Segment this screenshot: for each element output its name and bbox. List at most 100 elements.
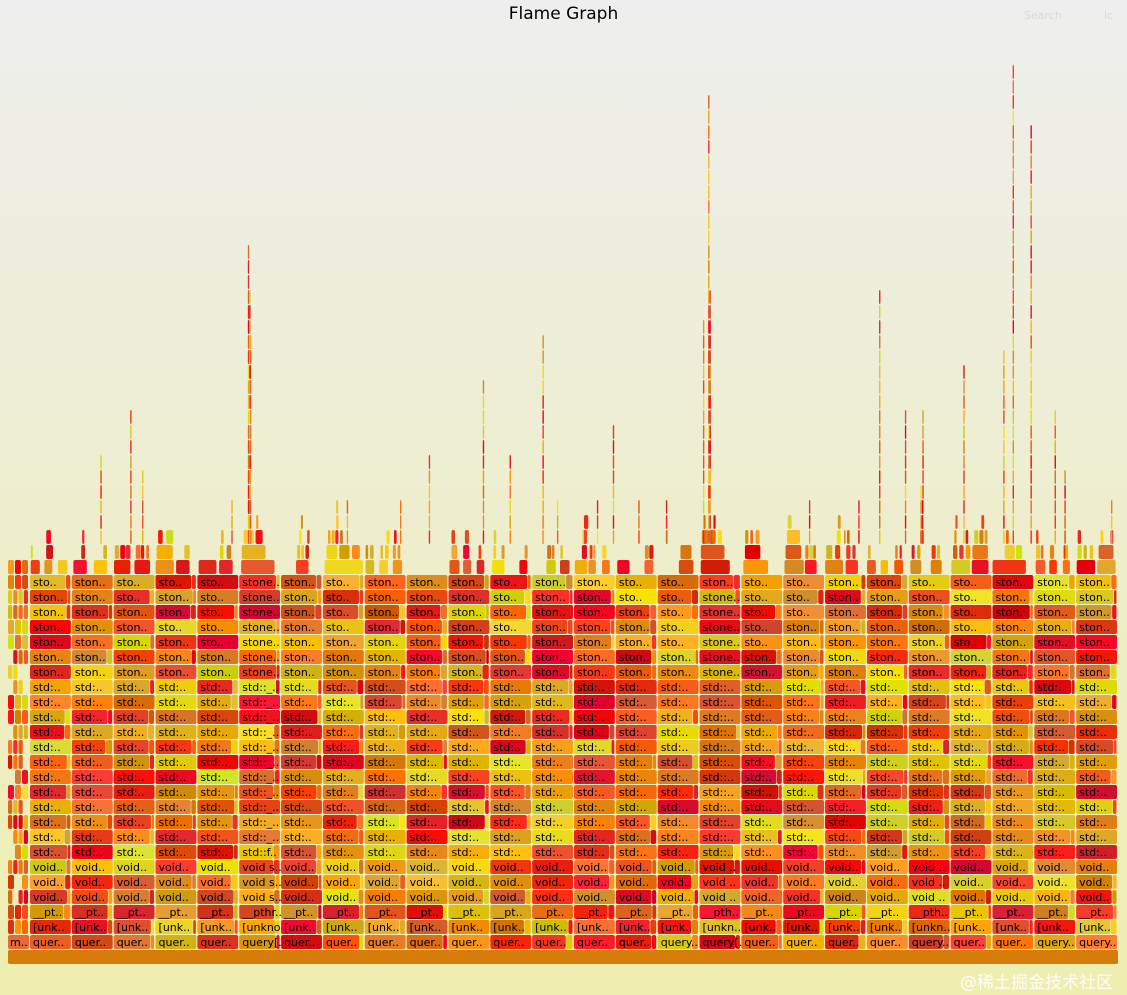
frame-rect[interactable]: [197, 605, 235, 619]
frame-rect[interactable]: [866, 650, 908, 664]
frame-left-sub[interactable]: [13, 665, 18, 679]
frame-rect[interactable]: [239, 740, 274, 754]
frame-rect[interactable]: [950, 740, 988, 754]
frame-spike[interactable]: [665, 515, 668, 529]
frame-rect[interactable]: [406, 875, 448, 889]
frame-rect[interactable]: [103, 545, 108, 559]
frame-spike[interactable]: [702, 425, 705, 439]
frame-rect[interactable]: [783, 695, 820, 709]
frame-rect[interactable]: [617, 560, 630, 574]
frame-spike[interactable]: [708, 95, 710, 109]
frame-rect[interactable]: [984, 530, 988, 544]
frame-left-sub[interactable]: [23, 590, 28, 604]
frame-rect[interactable]: [239, 635, 281, 649]
frame-sliver[interactable]: [943, 605, 950, 619]
frame-sliver[interactable]: [943, 800, 950, 814]
frame-rect[interactable]: [532, 845, 573, 859]
frame-rect[interactable]: [846, 545, 851, 559]
frame-spike[interactable]: [879, 290, 881, 304]
frame-rect[interactable]: [992, 635, 1034, 649]
frame-spike[interactable]: [1054, 455, 1056, 469]
frame-rect[interactable]: [783, 770, 825, 784]
frame-rect[interactable]: [239, 890, 274, 904]
frame-rect[interactable]: [239, 755, 274, 769]
frame-rect[interactable]: [197, 635, 239, 649]
frame-sliver[interactable]: [1027, 770, 1033, 784]
frame-rect[interactable]: [166, 530, 174, 544]
frame-left-sub[interactable]: [22, 875, 28, 889]
frame-rect[interactable]: [852, 545, 856, 559]
frame-spike[interactable]: [1030, 365, 1032, 379]
frame-spike[interactable]: [1030, 170, 1032, 184]
frame-rect[interactable]: [30, 815, 67, 829]
frame-sliver[interactable]: [609, 845, 615, 859]
frame-rect[interactable]: [532, 635, 573, 649]
frame-rect[interactable]: [448, 920, 490, 934]
frame-rect[interactable]: [783, 875, 825, 889]
frame-rect[interactable]: [239, 815, 281, 829]
frame-rect[interactable]: [324, 560, 363, 574]
frame-left-sub[interactable]: [8, 800, 13, 814]
frame-sliver[interactable]: [273, 785, 280, 799]
frame-rect[interactable]: [406, 905, 443, 919]
frame-spike[interactable]: [638, 515, 640, 529]
frame-rect[interactable]: [908, 665, 950, 679]
frame-spike[interactable]: [709, 425, 711, 439]
frame-rect[interactable]: [825, 800, 866, 814]
frame-rect[interactable]: [699, 605, 741, 619]
frame-rect[interactable]: [908, 650, 950, 664]
frame-rect[interactable]: [950, 815, 985, 829]
frame-rect[interactable]: [657, 680, 699, 694]
frame-rect[interactable]: [1034, 845, 1076, 859]
frame-sliver[interactable]: [274, 725, 280, 739]
frame-spike[interactable]: [709, 530, 711, 544]
frame-spike[interactable]: [879, 410, 881, 424]
frame-left-sub[interactable]: [8, 755, 13, 769]
frame-rect[interactable]: [1100, 530, 1104, 544]
frame-spike[interactable]: [1012, 65, 1015, 79]
frame-rect[interactable]: [478, 545, 482, 559]
frame-left-sub[interactable]: [18, 890, 23, 904]
frame-spike[interactable]: [247, 410, 250, 424]
frame-rect[interactable]: [783, 650, 820, 664]
frame-rect[interactable]: [113, 560, 131, 574]
frame-spike[interactable]: [879, 320, 881, 334]
frame-rect[interactable]: [908, 905, 950, 919]
frame-sliver[interactable]: [318, 875, 322, 889]
frame-rect[interactable]: [741, 620, 783, 634]
frame-rect[interactable]: [699, 905, 741, 919]
frame-rect[interactable]: [281, 635, 322, 649]
frame-spike[interactable]: [1003, 515, 1005, 529]
frame-rect[interactable]: [813, 545, 816, 559]
flame-column-7[interactable]: quer..[unk..__pt..void..void..void..std:…: [322, 500, 364, 949]
frame-sliver[interactable]: [861, 575, 866, 589]
frame-rect[interactable]: [71, 875, 113, 889]
frame-spike[interactable]: [428, 500, 431, 514]
frame-spike[interactable]: [1064, 470, 1066, 484]
frame-sliver[interactable]: [779, 935, 782, 949]
frame-spike[interactable]: [638, 500, 640, 514]
frame-spike[interactable]: [1030, 275, 1032, 289]
frame-rect[interactable]: [239, 575, 276, 589]
frame-sliver[interactable]: [105, 740, 113, 754]
frame-rect[interactable]: [713, 515, 716, 529]
frame-rect[interactable]: [699, 860, 735, 874]
frame-rect[interactable]: [490, 800, 532, 814]
frame-rect[interactable]: [574, 800, 615, 814]
frame-rect[interactable]: [992, 875, 1034, 889]
frame-rect[interactable]: [1040, 545, 1044, 559]
frame-rect[interactable]: [825, 890, 866, 904]
frame-sliver[interactable]: [234, 800, 238, 814]
frame-sliver[interactable]: [484, 695, 489, 709]
frame-spike[interactable]: [708, 320, 710, 334]
frame-rect[interactable]: [657, 815, 699, 829]
frame-rect[interactable]: [657, 770, 699, 784]
frame-sliver[interactable]: [399, 725, 406, 739]
frame-rect[interactable]: [908, 860, 950, 874]
frame-sliver[interactable]: [944, 635, 950, 649]
frame-rect[interactable]: [155, 575, 192, 589]
frame-spike[interactable]: [702, 365, 705, 379]
frame-rect[interactable]: [322, 830, 359, 844]
frame-sliver[interactable]: [693, 785, 699, 799]
frame-rect[interactable]: [490, 830, 532, 844]
